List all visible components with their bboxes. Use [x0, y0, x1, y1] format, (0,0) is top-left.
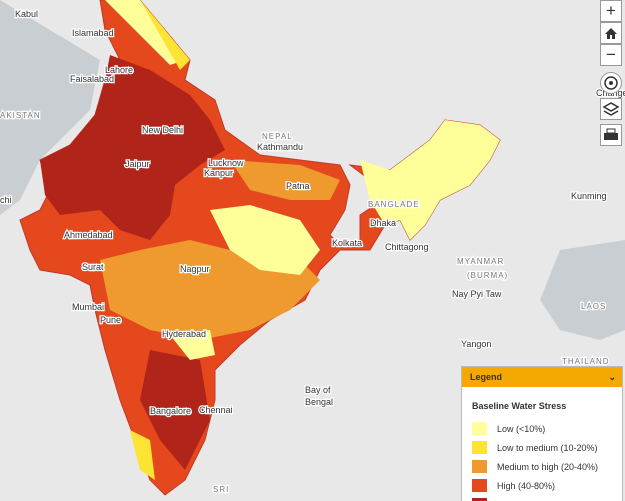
place-label: chi: [0, 195, 12, 205]
zoom-out[interactable]: −: [600, 44, 622, 66]
legend-label: Low (<10%): [497, 423, 546, 434]
place-label: Pune: [100, 315, 121, 325]
legend-label: Medium to high (20-40%): [497, 461, 599, 472]
zone-low: [360, 120, 500, 240]
zone-extreme: [140, 350, 210, 470]
place-label: Mumbai: [72, 302, 104, 312]
place-label: Nagpur: [180, 264, 210, 274]
zone-low: [210, 205, 320, 275]
legend-label: High (40-80%): [497, 480, 556, 491]
place-label: Bangalore: [150, 406, 191, 416]
zone-lowmed: [140, 0, 190, 70]
legend-title: Legend: [470, 372, 503, 382]
place-label: Kabul: [15, 9, 38, 19]
place-label: Chennai: [199, 405, 233, 415]
legend-label: Extremely high (>80%): [497, 500, 588, 501]
place-label: Lahore: [105, 65, 133, 75]
place-label: Kanpur: [204, 168, 233, 178]
place-label: Faisalabad: [70, 74, 114, 84]
place-label: THAILAND: [562, 357, 610, 366]
place-label: Patna: [286, 181, 310, 191]
place-label: Dhaka: [370, 218, 396, 228]
home[interactable]: [600, 22, 622, 44]
legend-swatch: [472, 498, 487, 501]
place-label: AKISTAN: [0, 111, 41, 120]
collapse[interactable]: ⌄: [608, 372, 616, 382]
legend-label: Low to medium (10-20%): [497, 442, 598, 453]
place-label: Bengal: [305, 397, 333, 407]
zone-low: [170, 330, 215, 360]
legend-swatch: [472, 422, 487, 435]
print[interactable]: [600, 124, 622, 146]
place-label: Jaipur: [125, 159, 150, 169]
place-label: Hyderabad: [162, 329, 206, 339]
place-label: (BURMA): [467, 271, 508, 280]
place-label: Bay of: [305, 385, 331, 395]
place-label: LAOS: [581, 302, 606, 311]
land: [440, 320, 520, 380]
legend-item: High (40-80%): [472, 476, 622, 495]
legend: Legend ⌄ Baseline Water Stress Low (<10%)…: [461, 366, 623, 501]
legend-item: Low (<10%): [472, 419, 622, 438]
legend-swatch: [472, 479, 487, 492]
place-label: Surat: [82, 262, 104, 272]
place-label: MYANMAR: [457, 257, 504, 266]
legend-item: Low to medium (10-20%): [472, 438, 622, 457]
legend-subtitle: Baseline Water Stress: [472, 401, 567, 411]
zone-medhigh: [100, 240, 320, 340]
zone-extreme: [40, 55, 225, 240]
legend-swatch: [472, 460, 487, 473]
land: [205, 475, 240, 501]
legend-item: Medium to high (20-40%): [472, 457, 622, 476]
place-label: Kolkata: [332, 238, 362, 248]
zone-medhigh: [230, 160, 340, 200]
zone-lowmed: [130, 430, 155, 480]
place-label: BANGLADE: [368, 200, 420, 209]
place-label: Chittagong: [385, 242, 429, 252]
legend-swatch: [472, 441, 487, 454]
place-label: Yangon: [461, 339, 491, 349]
legend-item: Extremely high (>80%): [472, 495, 622, 501]
place-label: NEPAL: [262, 132, 293, 141]
place-label: Nay Pyi Taw: [452, 289, 502, 299]
layers[interactable]: [600, 98, 622, 120]
locate[interactable]: [600, 72, 622, 94]
place-label: Ahmedabad: [64, 230, 113, 240]
place-label: New Delhi: [142, 125, 183, 135]
place-label: Lucknow: [208, 158, 244, 168]
place-label: Kunming: [571, 191, 607, 201]
legend-header[interactable]: Legend ⌄: [462, 367, 622, 387]
place-label: Kathmandu: [257, 142, 303, 152]
place-label: Islamabad: [72, 28, 114, 38]
place-label: SRI: [213, 485, 229, 494]
zone-low: [105, 0, 185, 65]
zoom-in[interactable]: +: [600, 0, 622, 22]
